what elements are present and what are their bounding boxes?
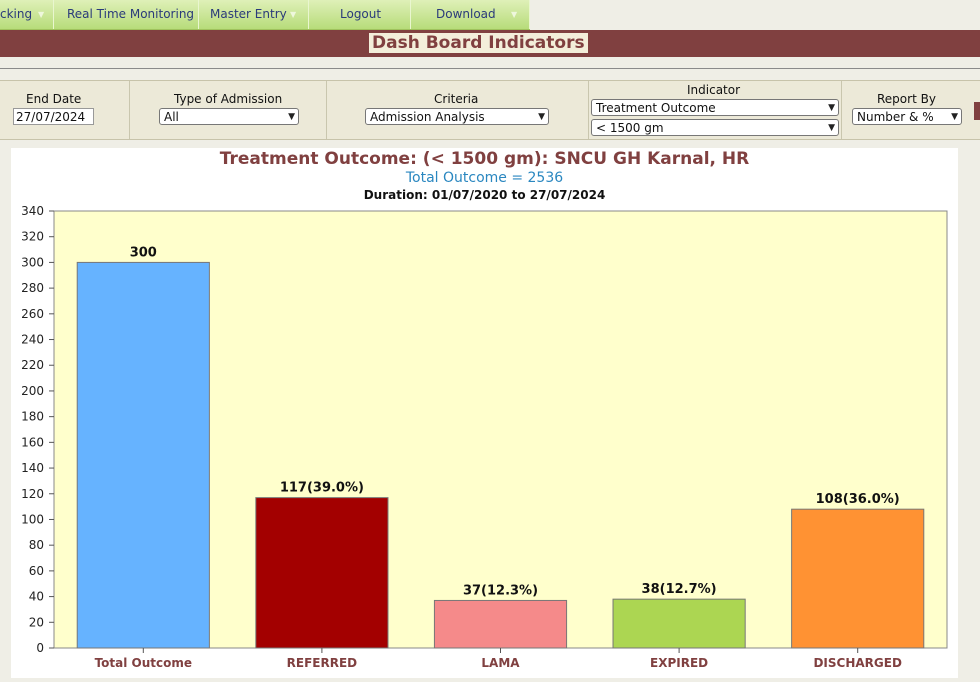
bar [791,508,925,649]
chart-subtitle: Total Outcome = 2536 [405,170,564,186]
chevron-down-icon: ▼ [511,10,518,19]
end-date-input[interactable]: 27/07/2024 [13,108,94,125]
y-tick-label: 160 [21,435,44,449]
end-date-label: End Date [26,92,82,106]
chevron-down-icon: ▼ [951,112,958,122]
chart-panel: Treatment Outcome: (< 1500 gm): SNCU GH … [11,148,958,678]
y-tick-label: 200 [21,384,44,398]
chevron-down-icon: ▼ [538,112,545,122]
bar [255,497,389,649]
y-tick-label: 180 [21,410,44,424]
y-tick-label: 280 [21,281,44,295]
y-tick-label: 300 [21,255,44,269]
chevron-down-icon: ▼ [828,103,835,113]
data-label: 108(36.0%) [816,492,900,507]
x-tick-label: LAMA [481,656,520,670]
nav-item-download[interactable]: Download ▼ [411,0,530,29]
nav-item-real-time-monitoring[interactable]: Real Time Monitoring [54,0,199,29]
weight-select[interactable]: < 1500 gm ▼ [591,119,839,136]
data-label: 117(39.0%) [280,481,364,496]
bar [612,598,746,649]
y-tick-label: 340 [21,204,44,218]
chevron-down-icon: ▼ [290,10,297,19]
end-date-cell: End Date 27/07/2024 [0,81,130,139]
y-tick-label: 80 [29,538,44,552]
y-tick-label: 120 [21,487,44,501]
page-title-band: Dash Board Indicators [0,30,980,57]
data-label: 37(12.3%) [463,583,538,598]
criteria-label: Criteria [434,92,479,106]
x-tick-label: Total Outcome [95,656,192,670]
admission-type-label: Type of Admission [174,92,283,106]
admission-type-select[interactable]: All ▼ [159,108,299,125]
indicator-select[interactable]: Treatment Outcome ▼ [591,99,839,116]
bar-chart: 0 20 40 60 80 100 120 140 160 180 200 220 240 260 280 3… [21,204,948,670]
indicator-label: Indicator [687,83,741,97]
y-tick-label: 0 [36,641,44,655]
y-tick-label: 60 [29,564,44,578]
y-tick-label: 240 [21,333,44,347]
x-tick-label: DISCHARGED [813,656,901,670]
y-tick-label: 140 [21,461,44,475]
y-tick-label: 320 [21,230,44,244]
chart-title: Treatment Outcome: (< 1500 gm): SNCU GH … [219,149,750,169]
nav-item-master-entry[interactable]: Master Entry ▼ [199,0,309,29]
top-nav: cking ▼ Real Time Monitoring Master Entr… [0,0,530,30]
filter-bar: End Date 27/07/2024 Type of Admission Al… [0,80,980,140]
chevron-down-icon: ▼ [828,123,835,133]
bar [433,599,568,649]
report-by-cell: Report By Number & % ▼ [842,81,972,139]
y-tick-label: 20 [29,615,44,629]
nav-item-tracking[interactable]: cking ▼ [0,0,54,29]
criteria-select[interactable]: Admission Analysis ▼ [365,108,549,125]
indicator-cell: Indicator Treatment Outcome ▼ < 1500 gm … [589,81,842,139]
submit-button[interactable] [974,102,980,120]
y-tick-label: 220 [21,358,44,372]
report-by-label: Report By [877,92,936,106]
chart-duration: Duration: 01/07/2020 to 27/07/2024 [363,188,606,202]
criteria-cell: Criteria Admission Analysis ▼ [327,81,589,139]
data-label: 38(12.7%) [642,582,717,597]
bar [76,261,210,649]
divider [0,68,980,69]
chevron-down-icon: ▼ [288,112,295,122]
y-tick-label: 40 [29,590,44,604]
nav-item-logout[interactable]: Logout [309,0,411,29]
admission-type-cell: Type of Admission All ▼ [130,81,327,139]
data-label: 300 [130,245,157,260]
x-tick-label: REFERRED [287,656,358,670]
x-tick-label: EXPIRED [650,656,708,670]
y-tick-label: 260 [21,307,44,321]
chevron-down-icon: ▼ [38,10,45,19]
page-title: Dash Board Indicators [369,33,588,53]
y-tick-label: 100 [21,512,44,526]
report-by-select[interactable]: Number & % ▼ [852,108,962,125]
